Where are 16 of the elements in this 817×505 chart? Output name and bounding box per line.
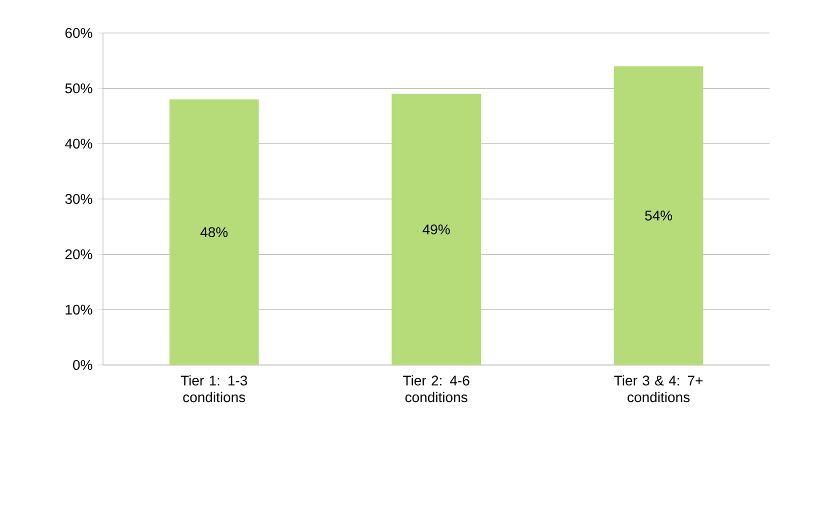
y-tick-label: 30% — [65, 194, 92, 204]
y-tick-label: 10% — [66, 304, 92, 315]
y-tick-label: 50% — [65, 83, 92, 94]
data-label: 49% — [422, 224, 450, 234]
x-tick-label: Tier 3 & 4: 7+ conditions — [614, 375, 703, 402]
bar — [169, 99, 259, 365]
bar — [614, 66, 704, 365]
x-tick-label: Tier 2: 4-6 conditions — [403, 375, 470, 402]
y-tick-label: 0% — [73, 360, 92, 370]
data-label: 48% — [200, 227, 228, 238]
x-tick-label: Tier 1: 1-3 conditions — [180, 375, 248, 402]
y-tick-label: 40% — [65, 138, 92, 149]
bar — [392, 94, 482, 365]
y-tick-label: 60% — [65, 28, 92, 38]
y-tick-label: 20% — [65, 249, 92, 260]
data-label: 54% — [645, 210, 672, 221]
